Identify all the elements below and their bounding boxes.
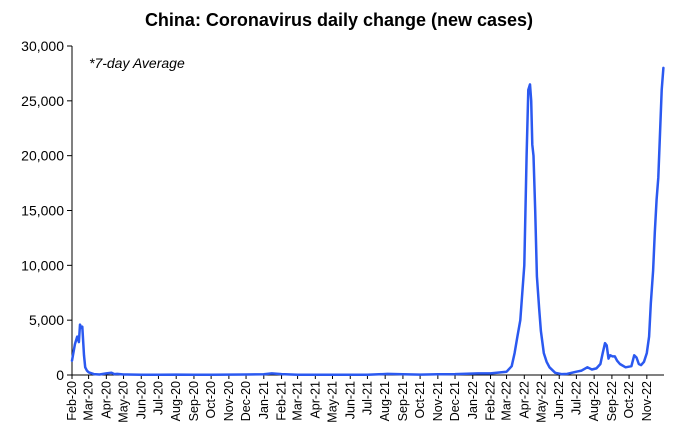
x-tick-label: May-20 — [117, 381, 131, 423]
x-tick-label: Mar-21 — [291, 381, 305, 421]
x-tick-label: Oct-20 — [204, 381, 218, 419]
x-tick-label: Sep-20 — [187, 381, 201, 421]
x-tick-label: Jul-21 — [360, 381, 374, 415]
x-tick-label: Feb-21 — [275, 381, 289, 421]
x-tick-label: May-22 — [534, 381, 548, 423]
x-tick-label: Dec-20 — [239, 381, 253, 421]
x-tick-label: Sep-22 — [605, 381, 619, 421]
series-layer — [70, 66, 665, 377]
x-tick-label: Nov-20 — [222, 381, 236, 421]
x-tick-label: Sep-21 — [396, 381, 410, 421]
y-tick-label: 15,000 — [21, 203, 64, 219]
x-tick-label: Jun-22 — [552, 381, 566, 419]
x-tick-label: Aug-21 — [378, 381, 392, 421]
x-tick-label: Mar-20 — [82, 381, 96, 421]
series-line — [70, 66, 665, 377]
y-tick-label: 20,000 — [21, 148, 64, 164]
chart-title: China: Coronavirus daily change (new cas… — [145, 10, 533, 30]
y-axis-ticks: 0 5,000 10,000 15,000 20,000 25,000 30,000 — [21, 38, 72, 383]
x-tick-label: Jun-20 — [134, 381, 148, 419]
x-tick-label: Jul-22 — [569, 381, 583, 415]
x-tick-label: Aug-22 — [587, 381, 601, 421]
x-tick-label: Jun-21 — [343, 381, 357, 419]
x-tick-label: Nov-22 — [640, 381, 654, 421]
x-tick-label: Apr-21 — [308, 381, 322, 419]
x-tick-label: May-21 — [326, 381, 340, 423]
y-tick-label: 0 — [56, 367, 64, 383]
x-tick-label: Apr-22 — [517, 381, 531, 419]
y-tick-label: 25,000 — [21, 93, 64, 109]
x-tick-label: Nov-21 — [431, 381, 445, 421]
x-tick-label: Feb-22 — [484, 381, 498, 421]
x-axis-ticks: Feb-20 Mar-20 Apr-20 May-20 Jun-20 Jul-20 Aug-… — [65, 375, 654, 423]
x-tick-label: Apr-20 — [99, 381, 113, 419]
x-tick-label: Jan-21 — [257, 381, 271, 419]
x-tick-label: Feb-20 — [65, 381, 79, 421]
x-tick-label: Jul-20 — [151, 381, 165, 415]
chart-annotation: *7-day Average — [89, 55, 185, 71]
x-tick-label: Aug-20 — [169, 381, 183, 421]
x-tick-label: Oct-22 — [622, 381, 636, 419]
x-tick-label: Jan-22 — [466, 381, 480, 419]
y-tick-label: 5,000 — [29, 312, 64, 328]
y-tick-label: 30,000 — [21, 38, 64, 54]
x-tick-label: Mar-22 — [500, 381, 514, 421]
x-tick-label: Dec-21 — [448, 381, 462, 421]
x-tick-label: Oct-21 — [413, 381, 427, 419]
y-tick-label: 10,000 — [21, 257, 64, 273]
